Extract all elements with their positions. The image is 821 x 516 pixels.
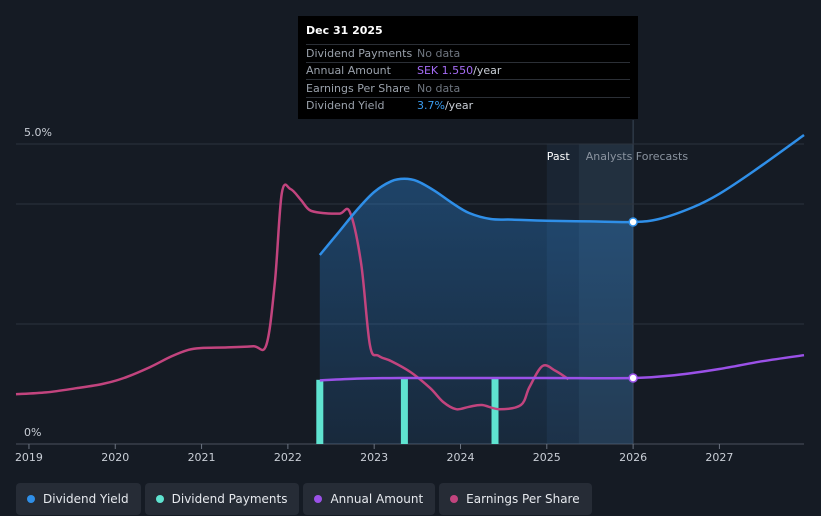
legend-label: Dividend Yield xyxy=(43,492,129,506)
tooltip-row-dividend-payments: Dividend Payments No data xyxy=(306,44,630,62)
earnings-per-share-line xyxy=(15,183,570,411)
legend-dot-icon xyxy=(314,495,323,503)
tooltip-value: No data xyxy=(417,46,461,60)
y-axis-top-label: 5.0% xyxy=(24,126,52,139)
legend-dividend-payments[interactable]: Dividend Payments xyxy=(144,483,300,515)
dividend-payment-bar xyxy=(316,379,324,444)
legend-dot-icon xyxy=(155,495,164,503)
x-tick-label: 2025 xyxy=(533,451,561,464)
legend-label: Earnings Per Share xyxy=(466,492,580,506)
tooltip-unit: /year xyxy=(473,64,502,78)
x-tick-label: 2026 xyxy=(619,451,647,464)
x-tick-label: 2020 xyxy=(101,451,129,464)
tooltip-date: Dec 31 2025 xyxy=(306,24,383,37)
x-tick-label: 2021 xyxy=(188,451,216,464)
tooltip-value: SEK 1.550 xyxy=(417,64,474,78)
tooltip-row-dividend-yield: Dividend Yield 3.7%/year xyxy=(306,96,630,115)
legend-label: Dividend Payments xyxy=(171,492,288,506)
dividend-payment-bar xyxy=(491,378,499,444)
dividend-yield-line xyxy=(318,133,805,256)
x-tick-label: 2022 xyxy=(274,451,302,464)
tooltip-label: Dividend Payments xyxy=(306,46,413,60)
legend-dot-icon xyxy=(27,495,35,503)
x-tick-label: 2019 xyxy=(15,451,43,464)
legend-annual-amount[interactable]: Annual Amount xyxy=(303,483,436,515)
dividend-yield-marker xyxy=(628,217,638,227)
tooltip-row-earnings-per-share: Earnings Per Share No data xyxy=(306,79,630,97)
annual-amount-line xyxy=(319,353,805,382)
legend-dividend-yield[interactable]: Dividend Yield xyxy=(16,483,141,515)
past-label: Past xyxy=(547,150,571,163)
tooltip-label: Annual Amount xyxy=(306,64,391,78)
tooltip-row-annual-amount: Annual Amount SEK 1.550/year xyxy=(306,61,630,80)
x-tick-label: 2024 xyxy=(446,451,474,464)
analysts-forecasts-label: Analysts Forecasts xyxy=(586,150,689,163)
tooltip-label: Earnings Per Share xyxy=(306,81,411,95)
data-tooltip: Dec 31 2025 Dividend Payments No data An… xyxy=(298,16,638,119)
chart-legend: Dividend Yield Dividend Payments Annual … xyxy=(16,483,592,515)
tooltip-unit: /year xyxy=(444,99,474,113)
y-axis-bottom-label: 0% xyxy=(24,426,41,439)
tooltip-value: 3.7% xyxy=(417,99,445,113)
dividend-payment-bar xyxy=(400,378,408,444)
legend-label: Annual Amount xyxy=(330,492,424,506)
annual-amount-marker xyxy=(628,373,638,383)
tooltip-value: No data xyxy=(417,81,461,95)
tooltip-label: Dividend Yield xyxy=(306,99,385,113)
legend-earnings-per-share[interactable]: Earnings Per Share xyxy=(439,483,592,515)
legend-dot-icon xyxy=(450,495,459,503)
x-tick-label: 2023 xyxy=(360,451,388,464)
x-tick-label: 2027 xyxy=(705,451,733,464)
